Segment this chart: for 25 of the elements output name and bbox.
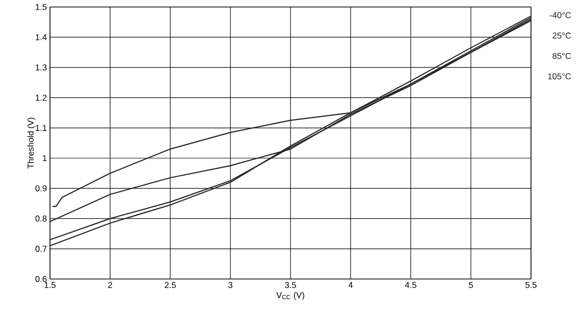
- y-tick-label: 0.7: [35, 246, 47, 252]
- x-tick-label: 5: [468, 282, 473, 288]
- x-tick-label: 5.5: [525, 282, 537, 288]
- x-tick-label: 3.5: [284, 282, 296, 288]
- text: 85°C: [552, 52, 571, 59]
- y-tick-label: 1.4: [36, 34, 47, 40]
- x-tick-label: 4: [348, 282, 353, 288]
- y-tick-label: 0.8: [35, 216, 47, 222]
- y-tick-label: 1.3: [36, 64, 47, 70]
- x-tick-label: 1.5: [44, 282, 56, 288]
- y-tick-label: 1: [42, 155, 47, 162]
- text: 25°C: [552, 32, 571, 39]
- y-tick-label: 0.6: [35, 276, 47, 282]
- text: 105°C: [548, 73, 571, 80]
- x-tick-label: 2: [108, 282, 112, 288]
- y-axis-title: Threshold (V): [27, 118, 36, 169]
- x-tick-label: 2.5: [164, 282, 176, 288]
- y-tick-label: 0.9: [35, 185, 47, 192]
- text: -40°C: [550, 12, 571, 18]
- x-tick-label: 4.5: [405, 282, 416, 288]
- x-tick-label: 3: [228, 282, 232, 288]
- y-tick-label: 1.5: [36, 4, 47, 10]
- y-tick-label: 1.1: [36, 124, 47, 131]
- x-axis-title: V$_{CC}$ (V): [276, 292, 304, 300]
- y-tick-label: 1.2: [36, 94, 47, 101]
